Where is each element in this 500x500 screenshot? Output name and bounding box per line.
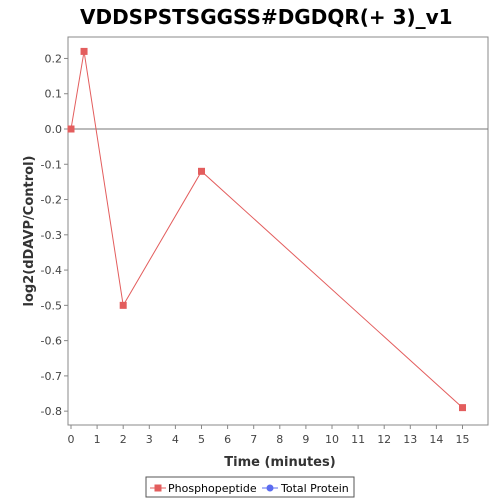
- data-point: [80, 47, 88, 55]
- y-tick-label: -0.8: [41, 405, 62, 418]
- x-tick-label: 15: [456, 433, 470, 446]
- chart-title: VDDSPSTSGGSS#DGDQR(+ 3)_v1: [80, 5, 453, 29]
- x-tick-label: 12: [377, 433, 391, 446]
- x-tick-label: 9: [302, 433, 309, 446]
- legend-marker-phosphopeptide: [154, 484, 162, 492]
- data-point: [119, 301, 127, 309]
- y-tick-label: 0.2: [45, 52, 63, 65]
- y-tick-label: -0.4: [41, 264, 62, 277]
- x-tick-label: 0: [68, 433, 75, 446]
- x-tick-label: 1: [94, 433, 101, 446]
- x-tick-label: 2: [120, 433, 127, 446]
- x-tick-label: 8: [276, 433, 283, 446]
- y-tick-label: -0.7: [41, 370, 62, 383]
- y-tick-label: -0.3: [41, 229, 62, 242]
- y-tick-label: -0.5: [41, 299, 62, 312]
- x-tick-label: 10: [325, 433, 339, 446]
- data-point: [198, 167, 205, 175]
- x-tick-label: 4: [172, 433, 179, 446]
- y-tick-label: 0.0: [45, 123, 63, 136]
- legend-label-total-protein: Total Protein: [280, 482, 349, 495]
- y-tick-label: 0.1: [45, 88, 63, 101]
- x-tick-label: 14: [429, 433, 443, 446]
- legend-marker-total-protein: [266, 484, 274, 492]
- legend-label-phosphopeptide: Phosphopeptide: [168, 482, 257, 495]
- data-point: [67, 125, 75, 133]
- x-tick-label: 13: [403, 433, 417, 446]
- x-tick-label: 11: [351, 433, 365, 446]
- y-axis: 0.2 0.1 0.0 -0.1 -0.2 -0.3 -0.4 -0.5 -0.6 -0.7 -0.…: [41, 52, 68, 418]
- x-axis: 0 1 2 3 4 5 6 7 8 9 10 11 12 13 14 15: [68, 425, 470, 446]
- x-tick-label: 7: [250, 433, 257, 446]
- y-axis-label: log2(dDAVP/Control): [22, 156, 37, 307]
- legend-box: [145, 476, 355, 498]
- y-tick-label: -0.2: [41, 194, 62, 207]
- y-tick-label: -0.1: [41, 158, 62, 171]
- series-layer: [67, 47, 466, 412]
- legend: Phosphopeptide Total Protein: [145, 476, 355, 498]
- plot-area: [67, 36, 489, 426]
- x-tick-label: 3: [146, 433, 153, 446]
- x-tick-label: 5: [198, 433, 205, 446]
- x-tick-label: 6: [224, 433, 231, 446]
- data-point: [459, 404, 466, 412]
- y-tick-label: -0.6: [41, 335, 62, 348]
- x-axis-label: Time (minutes): [224, 455, 335, 470]
